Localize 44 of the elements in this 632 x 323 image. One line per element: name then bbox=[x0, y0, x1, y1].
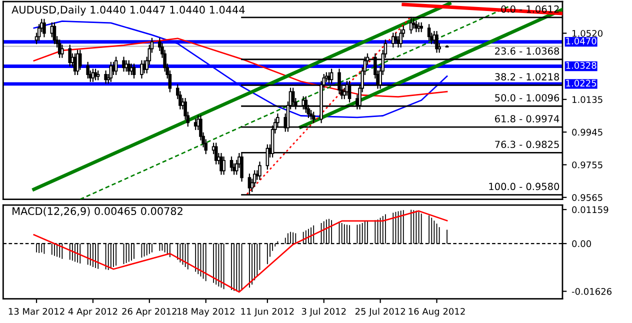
candlestick bbox=[86, 62, 90, 78]
candlestick bbox=[214, 142, 218, 164]
x-tick-label: 11 Jun 2012 bbox=[241, 308, 294, 316]
candlestick bbox=[392, 32, 395, 48]
y-tick-label: 1.0135 bbox=[572, 96, 602, 103]
candlestick bbox=[132, 64, 136, 78]
y-tick-label: 0.00 bbox=[572, 240, 592, 248]
x-tick-label: 16 Aug 2012 bbox=[408, 308, 465, 317]
candlestick bbox=[222, 156, 226, 175]
x-tick-label: 4 Apr 2012 bbox=[68, 308, 118, 317]
ref-line-label: 1.0225 bbox=[566, 80, 596, 87]
chart-title: MACD(12,26,9) 0.00465 0.00782 bbox=[12, 206, 182, 216]
candlestick bbox=[258, 162, 262, 180]
annotation: 76.3 - 0.9825 bbox=[495, 140, 559, 148]
annotation: 50.0 - 1.0096 bbox=[495, 94, 560, 102]
annotation: 38.2 - 1.0218 bbox=[495, 73, 560, 80]
annotation: 100.0 - 0.9580 bbox=[489, 182, 560, 190]
x-tick-label: 13 Mar 2012 bbox=[8, 308, 64, 315]
x-tick-label: 18 May 2012 bbox=[177, 308, 234, 317]
candlestick bbox=[140, 60, 144, 78]
candlestick bbox=[114, 56, 118, 76]
y-tick-label: -0.01626 bbox=[572, 288, 612, 295]
y-tick-label: 0.9565 bbox=[572, 194, 602, 201]
annotation: 61.8 - 0.9974 bbox=[495, 115, 560, 122]
ref-line-label: 1.0470 bbox=[566, 38, 596, 44]
candlestick bbox=[127, 60, 131, 76]
y-tick-label: 0.01159 bbox=[572, 206, 608, 214]
candlestick bbox=[414, 20, 418, 32]
candlestick bbox=[104, 70, 108, 84]
candlestick bbox=[230, 156, 234, 172]
candlestick bbox=[427, 24, 431, 41]
chart-title: AUDUSD,Daily 1.0440 1.0447 1.0440 1.0444 bbox=[12, 6, 245, 16]
x-tick-label: 3 Jul 2012 bbox=[302, 308, 346, 316]
ref-line-label: 1.0328 bbox=[566, 62, 596, 69]
y-tick-label: 0.9755 bbox=[572, 161, 602, 168]
candlestick bbox=[42, 18, 46, 38]
y-tick-label: 0.9945 bbox=[572, 128, 602, 136]
x-tick-label: 26 Apr 2012 bbox=[122, 308, 176, 317]
candlestick bbox=[52, 22, 56, 44]
y-tick-label: 1.0520 bbox=[572, 30, 602, 37]
x-tick-label: 25 Jul 2012 bbox=[355, 308, 405, 316]
annotation: 23.6 - 1.0368 bbox=[495, 47, 560, 55]
candlestick bbox=[435, 30, 438, 53]
candlestick bbox=[68, 44, 72, 66]
